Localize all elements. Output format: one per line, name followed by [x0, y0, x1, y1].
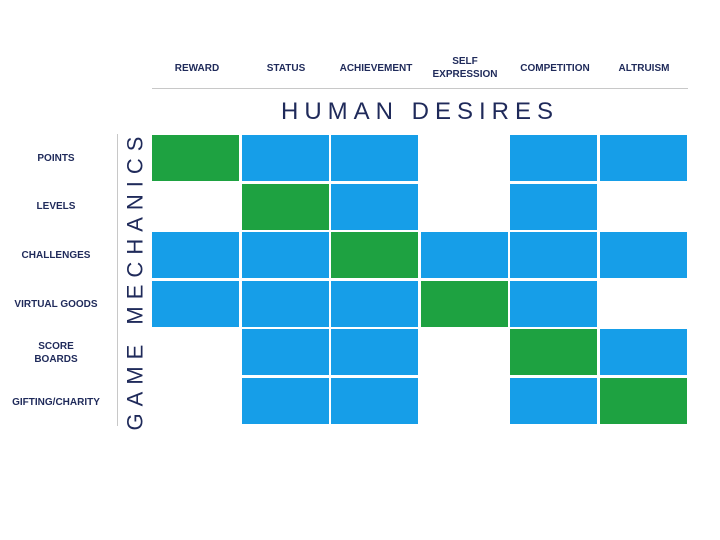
column-header-achievement: ACHIEVEMENT — [339, 62, 413, 74]
grid-cell-r6-c4 — [420, 378, 508, 424]
grid-cell-r6-c1 — [152, 378, 239, 424]
grid-cell-r6-c2 — [241, 378, 329, 424]
grid-cell-r2-c5 — [510, 183, 598, 230]
grid-cell-r4-c6 — [600, 280, 687, 327]
side-divider — [117, 134, 118, 426]
grid-cell-r3-c5 — [510, 232, 598, 279]
grid-cell-r6-c6 — [600, 378, 687, 424]
row-label-gifting-charity: GIFTING/CHARITY — [12, 396, 100, 408]
grid-cell-r2-c4 — [420, 183, 508, 230]
grid-cell-r6-c5 — [510, 378, 598, 424]
column-header-self-expression: SELF EXPRESSION — [432, 56, 498, 80]
grid-cell-r1-c5 — [510, 135, 598, 181]
row-label-score-boards: SCORE BOARDS — [34, 341, 78, 365]
row-label-virtual-goods: VIRTUAL GOODS — [14, 298, 98, 310]
grid-cell-r2-c6 — [600, 183, 687, 230]
grid-cell-r1-c3 — [331, 135, 419, 181]
column-header-reward: REWARD — [174, 62, 220, 74]
grid-cell-r5-c6 — [600, 329, 687, 376]
grid-cell-r3-c3 — [331, 232, 419, 279]
grid-cell-r6-c3 — [331, 378, 419, 424]
grid-cell-r5-c1 — [152, 329, 239, 376]
column-header-status: STATUS — [266, 62, 306, 74]
grid-cell-r4-c5 — [510, 280, 598, 327]
game-mechanics-title-wrapper: GAME MECHANICS — [119, 130, 151, 431]
grid-cell-r3-c2 — [241, 232, 329, 279]
column-header-competition: COMPETITION — [520, 62, 590, 74]
grid-cell-r3-c1 — [152, 232, 239, 279]
grid-cell-r2-c2 — [241, 183, 329, 230]
column-header-altruism: ALTRUISM — [618, 62, 670, 74]
grid-cell-r3-c6 — [600, 232, 687, 279]
row-label-levels: LEVELS — [36, 200, 76, 212]
grid-cell-r1-c1 — [152, 135, 239, 181]
header-divider — [152, 88, 688, 89]
grid-cell-r3-c4 — [420, 232, 508, 279]
grid-cell-r5-c4 — [420, 329, 508, 376]
row-label-points: POINTS — [37, 152, 75, 164]
grid-cell-r4-c4 — [420, 280, 508, 327]
grid-cell-r2-c1 — [152, 183, 239, 230]
grid-cell-r1-c6 — [600, 135, 687, 181]
grid-cell-r4-c3 — [331, 280, 419, 327]
row-label-challenges: CHALLENGES — [21, 249, 91, 261]
game-mechanics-title: GAME MECHANICS — [122, 129, 148, 431]
mapping-grid — [151, 134, 689, 428]
human-desires-title: HUMAN DESIRES — [280, 98, 560, 125]
grid-cell-r5-c3 — [331, 329, 419, 376]
grid-cell-r5-c2 — [241, 329, 329, 376]
grid-cell-r4-c2 — [241, 280, 329, 327]
grid-cell-r5-c5 — [510, 329, 598, 376]
grid-cell-r1-c2 — [241, 135, 329, 181]
grid-cell-r1-c4 — [420, 135, 508, 181]
grid-cell-r2-c3 — [331, 183, 419, 230]
grid-cell-r4-c1 — [152, 280, 239, 327]
